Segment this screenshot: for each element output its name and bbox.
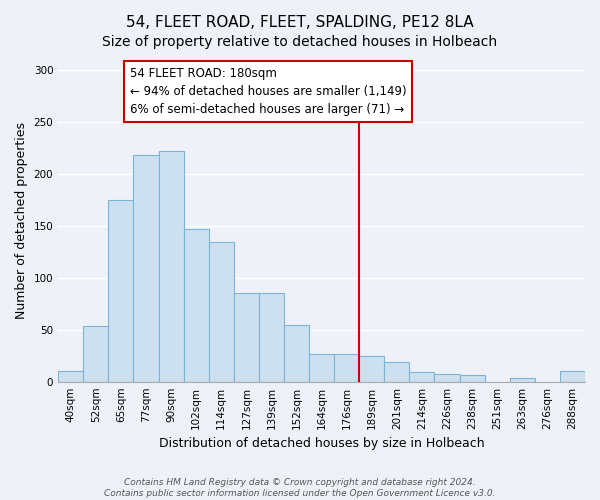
Bar [385, 362, 409, 382]
Bar [510, 378, 535, 382]
Bar [259, 294, 284, 382]
Text: 54 FLEET ROAD: 180sqm
← 94% of detached houses are smaller (1,149)
6% of semi-de: 54 FLEET ROAD: 180sqm ← 94% of detached … [130, 68, 406, 116]
Bar [284, 324, 309, 382]
Bar [359, 356, 385, 382]
Bar [309, 354, 334, 382]
Text: 54, FLEET ROAD, FLEET, SPALDING, PE12 8LA: 54, FLEET ROAD, FLEET, SPALDING, PE12 8L… [126, 15, 474, 30]
Bar [209, 242, 234, 382]
Bar [83, 326, 109, 382]
Text: Contains HM Land Registry data © Crown copyright and database right 2024.
Contai: Contains HM Land Registry data © Crown c… [104, 478, 496, 498]
Bar [158, 152, 184, 382]
Bar [184, 229, 209, 382]
Y-axis label: Number of detached properties: Number of detached properties [15, 122, 28, 320]
Bar [234, 294, 259, 382]
Bar [133, 156, 158, 382]
Bar [334, 354, 359, 382]
Bar [560, 372, 585, 382]
Bar [109, 200, 133, 382]
Bar [460, 376, 485, 382]
Bar [58, 372, 83, 382]
X-axis label: Distribution of detached houses by size in Holbeach: Distribution of detached houses by size … [159, 437, 484, 450]
Bar [434, 374, 460, 382]
Bar [409, 372, 434, 382]
Text: Size of property relative to detached houses in Holbeach: Size of property relative to detached ho… [103, 35, 497, 49]
